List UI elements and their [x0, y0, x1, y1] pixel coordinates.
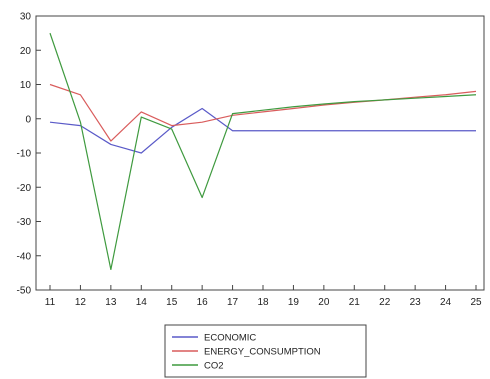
- x-tick-label: 20: [318, 297, 330, 308]
- y-tick-label: -40: [17, 251, 32, 262]
- y-tick-label: 20: [20, 46, 32, 57]
- x-tick-label: 13: [105, 297, 117, 308]
- y-tick-label: 30: [20, 12, 32, 23]
- y-tick-label: -10: [17, 149, 32, 160]
- x-tick-label: 11: [45, 297, 56, 308]
- x-tick-label: 15: [166, 297, 178, 308]
- x-tick-label: 23: [410, 297, 422, 308]
- x-tick-label: 21: [349, 297, 361, 308]
- x-axis: 11 12 13 14 15 16 17 18 19 20 21 22 23 24 25: [45, 285, 482, 308]
- y-tick-label: 10: [20, 80, 32, 91]
- y-tick-label: -20: [17, 183, 32, 194]
- series-line-co2: [49, 32, 477, 271]
- x-tick-label: 18: [257, 297, 269, 308]
- x-tick-label: 25: [470, 297, 482, 308]
- y-tick-label: -50: [17, 286, 32, 297]
- y-tick-label: -30: [17, 217, 32, 228]
- y-tick-label: 0: [25, 114, 31, 125]
- series-line-energy-consumption: [49, 83, 477, 142]
- legend-label: ECONOMIC: [204, 333, 256, 344]
- series-line-economic: [49, 107, 476, 154]
- x-tick-label: 14: [136, 297, 148, 308]
- legend: ECONOMIC ENERGY_CONSUMPTION CO2: [164, 324, 367, 378]
- legend-label: CO2: [204, 361, 224, 372]
- x-tick-label: 17: [227, 297, 239, 308]
- x-tick-label: 12: [75, 297, 87, 308]
- y-axis: -50 -40 -30 -20 -10 0 10 20 30: [17, 12, 41, 297]
- x-tick-label: 16: [197, 297, 209, 308]
- series-lines: [49, 32, 477, 271]
- legend-box: [164, 324, 367, 378]
- x-tick-label: 19: [288, 297, 300, 308]
- x-tick-label: 22: [379, 297, 391, 308]
- plot-frame: [35, 15, 485, 291]
- legend-label: ENERGY_CONSUMPTION: [204, 347, 321, 358]
- x-tick-label: 24: [440, 297, 452, 308]
